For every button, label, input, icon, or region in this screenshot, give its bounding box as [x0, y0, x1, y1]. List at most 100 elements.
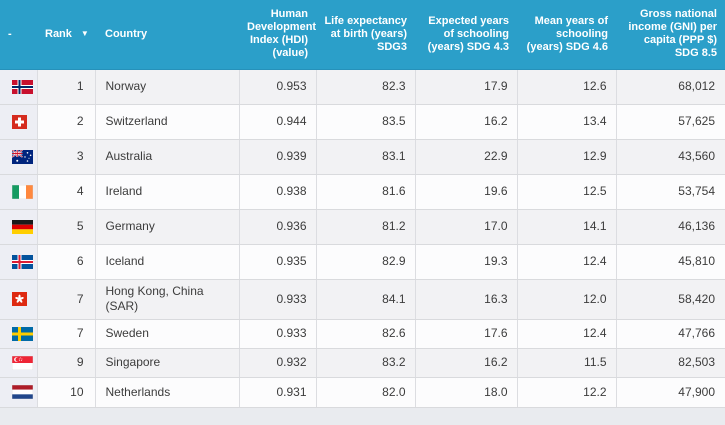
hdi-cell: 0.931 [238, 377, 316, 408]
column-header-rank[interactable]: Rank ▼ [37, 0, 95, 70]
column-header-label: Gross national income (GNI) per capita (… [628, 8, 717, 60]
flag-cell [0, 244, 37, 280]
column-header-label: Mean years of schooling (years) SDG 4.6 [526, 14, 608, 53]
sort-desc-icon: ▼ [80, 28, 89, 38]
column-header-gni[interactable]: Gross national income (GNI) per capita (… [616, 0, 725, 70]
gni-cell: 58,420 [615, 279, 725, 320]
expected_schooling-cell: 16.2 [414, 348, 517, 378]
hdi-cell: 0.938 [238, 174, 316, 210]
flag-netherlands-icon [12, 385, 33, 400]
mean_schooling-cell: 12.2 [516, 377, 616, 408]
mean_schooling-cell: 14.1 [516, 209, 616, 245]
flag-cell [0, 348, 37, 378]
column-header-label: Human Development Index (HDI) (value) [247, 8, 317, 60]
table-row: 6 Iceland 0.935 82.9 19.3 12.4 45,810 [0, 244, 725, 280]
rank-cell: 2 [36, 104, 95, 140]
flag-sweden-icon [12, 326, 33, 341]
expected_schooling-cell: 18.0 [414, 377, 517, 408]
life_expectancy-cell: 81.6 [315, 174, 415, 210]
hdi-ranking-table: - Rank ▼ Country Human Development Index (HD… [0, 0, 725, 408]
flag-cell [0, 69, 37, 105]
column-header-hdi[interactable]: Human Development Index (HDI) (value) [239, 0, 317, 70]
column-header-label: Rank [45, 27, 72, 40]
country-cell: Iceland [94, 244, 239, 280]
expected_schooling-cell: 17.9 [414, 69, 517, 105]
flag-iceland-icon [12, 254, 33, 269]
mean_schooling-cell: 13.4 [516, 104, 616, 140]
gni-cell: 45,810 [615, 244, 725, 280]
country-cell: Australia [94, 139, 239, 175]
expected_schooling-cell: 22.9 [414, 139, 517, 175]
table-row: 2 Switzerland 0.944 83.5 16.2 13.4 57,625 [0, 104, 725, 140]
flag-germany-icon [12, 219, 33, 234]
flag-hongkong-icon [12, 292, 27, 307]
expected_schooling-cell: 16.2 [414, 104, 517, 140]
rank-cell: 1 [36, 69, 95, 105]
footer-strip [0, 407, 725, 425]
mean_schooling-cell: 12.0 [516, 279, 616, 320]
mean_schooling-cell: 12.4 [516, 244, 616, 280]
flag-norway-icon [12, 79, 33, 94]
life_expectancy-cell: 82.6 [315, 319, 415, 349]
life_expectancy-cell: 83.5 [315, 104, 415, 140]
flag-singapore-icon [12, 355, 33, 370]
gni-cell: 68,012 [615, 69, 725, 105]
life_expectancy-cell: 82.3 [315, 69, 415, 105]
expected_schooling-cell: 16.3 [414, 279, 517, 320]
hdi-cell: 0.935 [238, 244, 316, 280]
rank-cell: 3 [36, 139, 95, 175]
table-row: 5 Germany 0.936 81.2 17.0 14.1 46,136 [0, 209, 725, 245]
column-header-expected_schooling[interactable]: Expected years of schooling (years) SDG … [415, 0, 517, 70]
country-cell: Singapore [94, 348, 239, 378]
gni-cell: 57,625 [615, 104, 725, 140]
life_expectancy-cell: 83.2 [315, 348, 415, 378]
gni-cell: 43,560 [615, 139, 725, 175]
table-row: 3 Australia 0.939 83.1 22.9 12.9 43,560 [0, 139, 725, 175]
table-row: 7 Hong Kong, China (SAR) 0.933 84.1 16.3 12.0… [0, 279, 725, 320]
country-cell: Sweden [94, 319, 239, 349]
table-row: 1 Norway 0.953 82.3 17.9 12.6 68,012 [0, 69, 725, 105]
country-cell: Norway [94, 69, 239, 105]
column-header-label: - [8, 27, 12, 40]
gni-cell: 53,754 [615, 174, 725, 210]
expected_schooling-cell: 19.3 [414, 244, 517, 280]
flag-cell [0, 174, 37, 210]
mean_schooling-cell: 12.6 [516, 69, 616, 105]
column-header-label: Expected years of schooling (years) SDG … [427, 14, 509, 53]
expected_schooling-cell: 17.6 [414, 319, 517, 349]
table-row: 4 Ireland 0.938 81.6 19.6 12.5 53,754 [0, 174, 725, 210]
rank-cell: 6 [36, 244, 95, 280]
table-header: - Rank ▼ Country Human Development Index (HD… [0, 0, 725, 70]
column-header-country[interactable]: Country [95, 0, 239, 70]
hdi-cell: 0.933 [238, 319, 316, 349]
rank-cell: 7 [36, 319, 95, 349]
country-cell: Ireland [94, 174, 239, 210]
column-header-label: Country [105, 27, 148, 40]
column-header-mean_schooling[interactable]: Mean years of schooling (years) SDG 4.6 [517, 0, 616, 70]
hdi-cell: 0.939 [238, 139, 316, 175]
table-body: 1 Norway 0.953 82.3 17.9 12.6 68,012 2 Switzerla… [0, 69, 725, 408]
expected_schooling-cell: 19.6 [414, 174, 517, 210]
hdi-cell: 0.932 [238, 348, 316, 378]
gni-cell: 46,136 [615, 209, 725, 245]
rank-cell: 4 [36, 174, 95, 210]
table-row: 7 Sweden 0.933 82.6 17.6 12.4 47,766 [0, 319, 725, 349]
flag-cell [0, 377, 37, 408]
mean_schooling-cell: 12.9 [516, 139, 616, 175]
country-cell: Hong Kong, China (SAR) [94, 279, 239, 320]
gni-cell: 47,766 [615, 319, 725, 349]
mean_schooling-cell: 12.5 [516, 174, 616, 210]
life_expectancy-cell: 82.0 [315, 377, 415, 408]
column-header-flag[interactable]: - [0, 0, 37, 70]
column-header-life_expectancy[interactable]: Life expectancy at birth (years) SDG3 [316, 0, 415, 70]
flag-cell [0, 209, 37, 245]
rank-cell: 9 [36, 348, 95, 378]
life_expectancy-cell: 81.2 [315, 209, 415, 245]
rank-cell: 10 [36, 377, 95, 408]
mean_schooling-cell: 12.4 [516, 319, 616, 349]
column-header-label: Life expectancy at birth (years) SDG3 [324, 14, 407, 53]
flag-cell [0, 279, 37, 320]
rank-cell: 7 [36, 279, 95, 320]
life_expectancy-cell: 83.1 [315, 139, 415, 175]
